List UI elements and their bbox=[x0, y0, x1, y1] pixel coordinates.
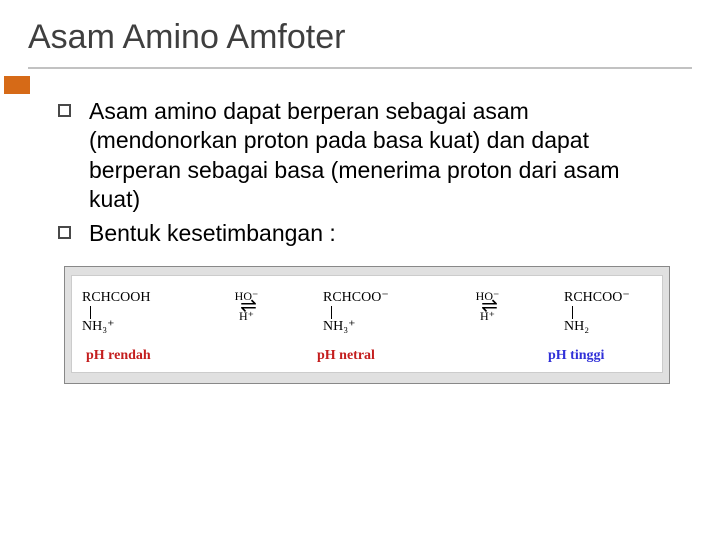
diagram-inner: RCHCOOH NH₃⁺ HO⁻ ⇌ H⁺ RCHCOO⁻ NH₃⁺ HO⁻ bbox=[71, 275, 663, 373]
bond-line bbox=[90, 306, 91, 319]
bullet-icon bbox=[58, 226, 71, 239]
content-region: Asam amino dapat berperan sebagai asam (… bbox=[0, 75, 720, 248]
species-formula-top: RCHCOO⁻ bbox=[323, 290, 411, 305]
species-formula-bottom: NH₂ bbox=[564, 319, 652, 334]
list-item: Asam amino dapat berperan sebagai asam (… bbox=[58, 97, 672, 215]
ph-label-high: pH tinggi bbox=[548, 348, 648, 364]
species-formula-top: RCHCOOH bbox=[82, 290, 170, 305]
species-neutral-ph: RCHCOO⁻ NH₃⁺ bbox=[323, 290, 411, 334]
bullet-icon bbox=[58, 104, 71, 117]
equilibrium-arrow: HO⁻ ⇌ H⁺ bbox=[202, 290, 292, 322]
species-formula-top: RCHCOO⁻ bbox=[564, 290, 652, 305]
arrow-label-bottom: H⁺ bbox=[480, 310, 495, 322]
ph-label-neutral: pH netral bbox=[317, 348, 417, 364]
title-underline bbox=[28, 67, 692, 69]
species-high-ph: RCHCOO⁻ NH₂ bbox=[564, 290, 652, 334]
species-low-ph: RCHCOOH NH₃⁺ bbox=[82, 290, 170, 334]
equilibrium-arrow: HO⁻ ⇌ H⁺ bbox=[443, 290, 533, 322]
accent-bar bbox=[4, 76, 30, 94]
species-formula-bottom: NH₃⁺ bbox=[323, 319, 411, 334]
equilibrium-diagram: RCHCOOH NH₃⁺ HO⁻ ⇌ H⁺ RCHCOO⁻ NH₃⁺ HO⁻ bbox=[64, 266, 670, 384]
species-formula-bottom: NH₃⁺ bbox=[82, 319, 170, 334]
equation-row: RCHCOOH NH₃⁺ HO⁻ ⇌ H⁺ RCHCOO⁻ NH₃⁺ HO⁻ bbox=[82, 290, 652, 334]
page-title: Asam Amino Amfoter bbox=[28, 18, 692, 57]
bullet-text: Asam amino dapat berperan sebagai asam (… bbox=[89, 97, 672, 215]
arrow-label-bottom: H⁺ bbox=[239, 310, 254, 322]
bullet-text: Bentuk kesetimbangan : bbox=[89, 219, 336, 248]
list-item: Bentuk kesetimbangan : bbox=[58, 219, 672, 248]
ph-label-row: pH rendah pH netral pH tinggi bbox=[82, 348, 652, 364]
bond-line bbox=[572, 306, 573, 319]
bond-line bbox=[331, 306, 332, 319]
ph-label-low: pH rendah bbox=[86, 348, 186, 364]
